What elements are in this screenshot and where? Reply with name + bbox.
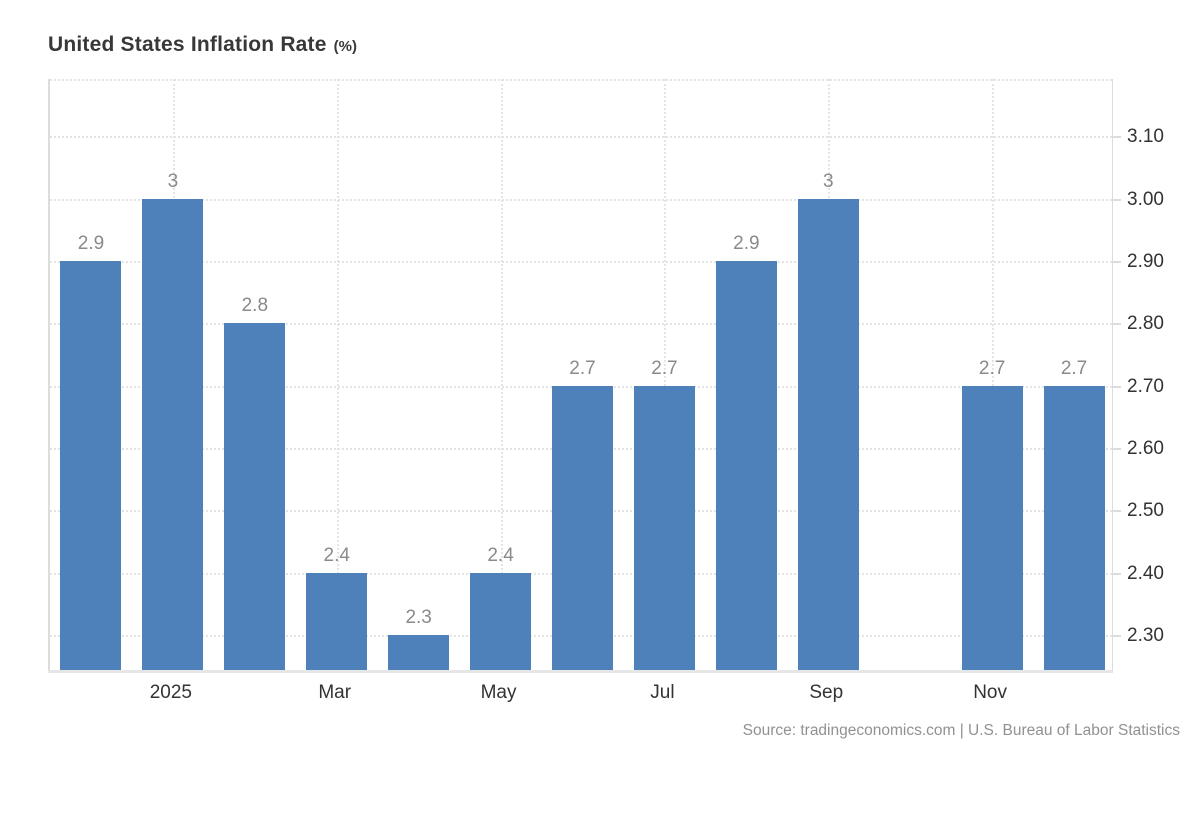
horizontal-gridline — [50, 136, 1112, 139]
y-axis-tick-label: 2.40 — [1127, 562, 1164, 584]
bar-value-label: 2.3 — [405, 607, 432, 629]
vertical-gridline — [500, 79, 503, 670]
bar-value-label: 2.7 — [978, 357, 1006, 379]
y-axis-tick-label: 2.80 — [1127, 313, 1164, 335]
y-axis-tick-label: 2.70 — [1127, 375, 1164, 397]
x-axis-tick-label: 2025 — [149, 682, 193, 703]
bar-value-label: 2.7 — [569, 357, 596, 379]
plot-area: 2.9 3 2.8 2.4 2.3 2.4 2.7 2.7 2.9 3 2.7 2.7 — [48, 79, 1113, 673]
horizontal-gridline — [50, 198, 1112, 201]
bar-value-label: 2.4 — [323, 544, 350, 566]
y-axis-tick-label: 2.50 — [1127, 500, 1164, 522]
y-axis-tick — [1113, 323, 1121, 326]
bar-value-label: 3 — [167, 170, 179, 192]
bar-value-label: 2.7 — [1060, 357, 1088, 379]
bar-value-label: 2.4 — [487, 544, 514, 566]
y-axis-tick — [1113, 261, 1121, 264]
bar[interactable] — [961, 385, 1023, 670]
x-axis-line — [48, 670, 1113, 673]
y-axis-tick-label: 2.30 — [1127, 625, 1164, 647]
y-axis-tick — [1113, 510, 1121, 513]
bar[interactable] — [142, 198, 204, 670]
plot-top-border — [50, 79, 1112, 81]
bar[interactable] — [470, 572, 532, 670]
bar-value-label: 2.8 — [241, 295, 269, 317]
x-axis-tick-label: Jul — [650, 682, 675, 703]
y-axis-tick-label: 3.00 — [1127, 188, 1164, 210]
bar-value-label: 2.9 — [77, 233, 105, 255]
y-axis-tick — [1113, 448, 1121, 451]
bar[interactable] — [797, 198, 859, 670]
chart-title: United States Inflation Rate (%) — [48, 33, 357, 57]
bar-value-label: 2.9 — [733, 233, 760, 255]
bar[interactable] — [633, 385, 695, 670]
bar[interactable] — [60, 261, 122, 670]
chart-title-text: United States Inflation Rate — [48, 33, 327, 56]
y-axis-tick — [1113, 572, 1121, 575]
bar[interactable] — [715, 261, 777, 670]
bar[interactable] — [306, 572, 368, 670]
source-attribution: Source: tradingeconomics.com | U.S. Bure… — [742, 722, 1180, 739]
x-axis-tick-label: May — [480, 682, 517, 703]
y-axis-tick-label: 3.10 — [1127, 126, 1164, 148]
bar[interactable] — [1043, 385, 1105, 670]
x-axis-tick-label: Sep — [809, 682, 844, 703]
bar[interactable] — [552, 385, 613, 670]
bar[interactable] — [388, 635, 450, 670]
horizontal-gridline — [50, 323, 1112, 326]
y-axis-tick-label: 2.90 — [1127, 251, 1164, 273]
bar-value-label: 2.7 — [651, 357, 678, 379]
vertical-gridline — [992, 79, 995, 670]
y-axis-tick-label: 2.60 — [1127, 438, 1164, 460]
bar[interactable] — [224, 323, 286, 670]
horizontal-gridline — [50, 261, 1112, 264]
x-axis-tick-label: Mar — [318, 682, 352, 703]
vertical-gridline — [664, 79, 667, 670]
y-axis-tick — [1113, 385, 1121, 388]
y-axis-tick — [1113, 198, 1121, 201]
vertical-gridline — [336, 79, 339, 670]
y-axis-tick — [1113, 635, 1121, 638]
bar-value-label: 3 — [822, 170, 834, 192]
y-axis-tick — [1113, 136, 1121, 139]
x-axis-tick-label: Nov — [973, 682, 1008, 703]
chart-title-unit: (%) — [333, 38, 357, 55]
